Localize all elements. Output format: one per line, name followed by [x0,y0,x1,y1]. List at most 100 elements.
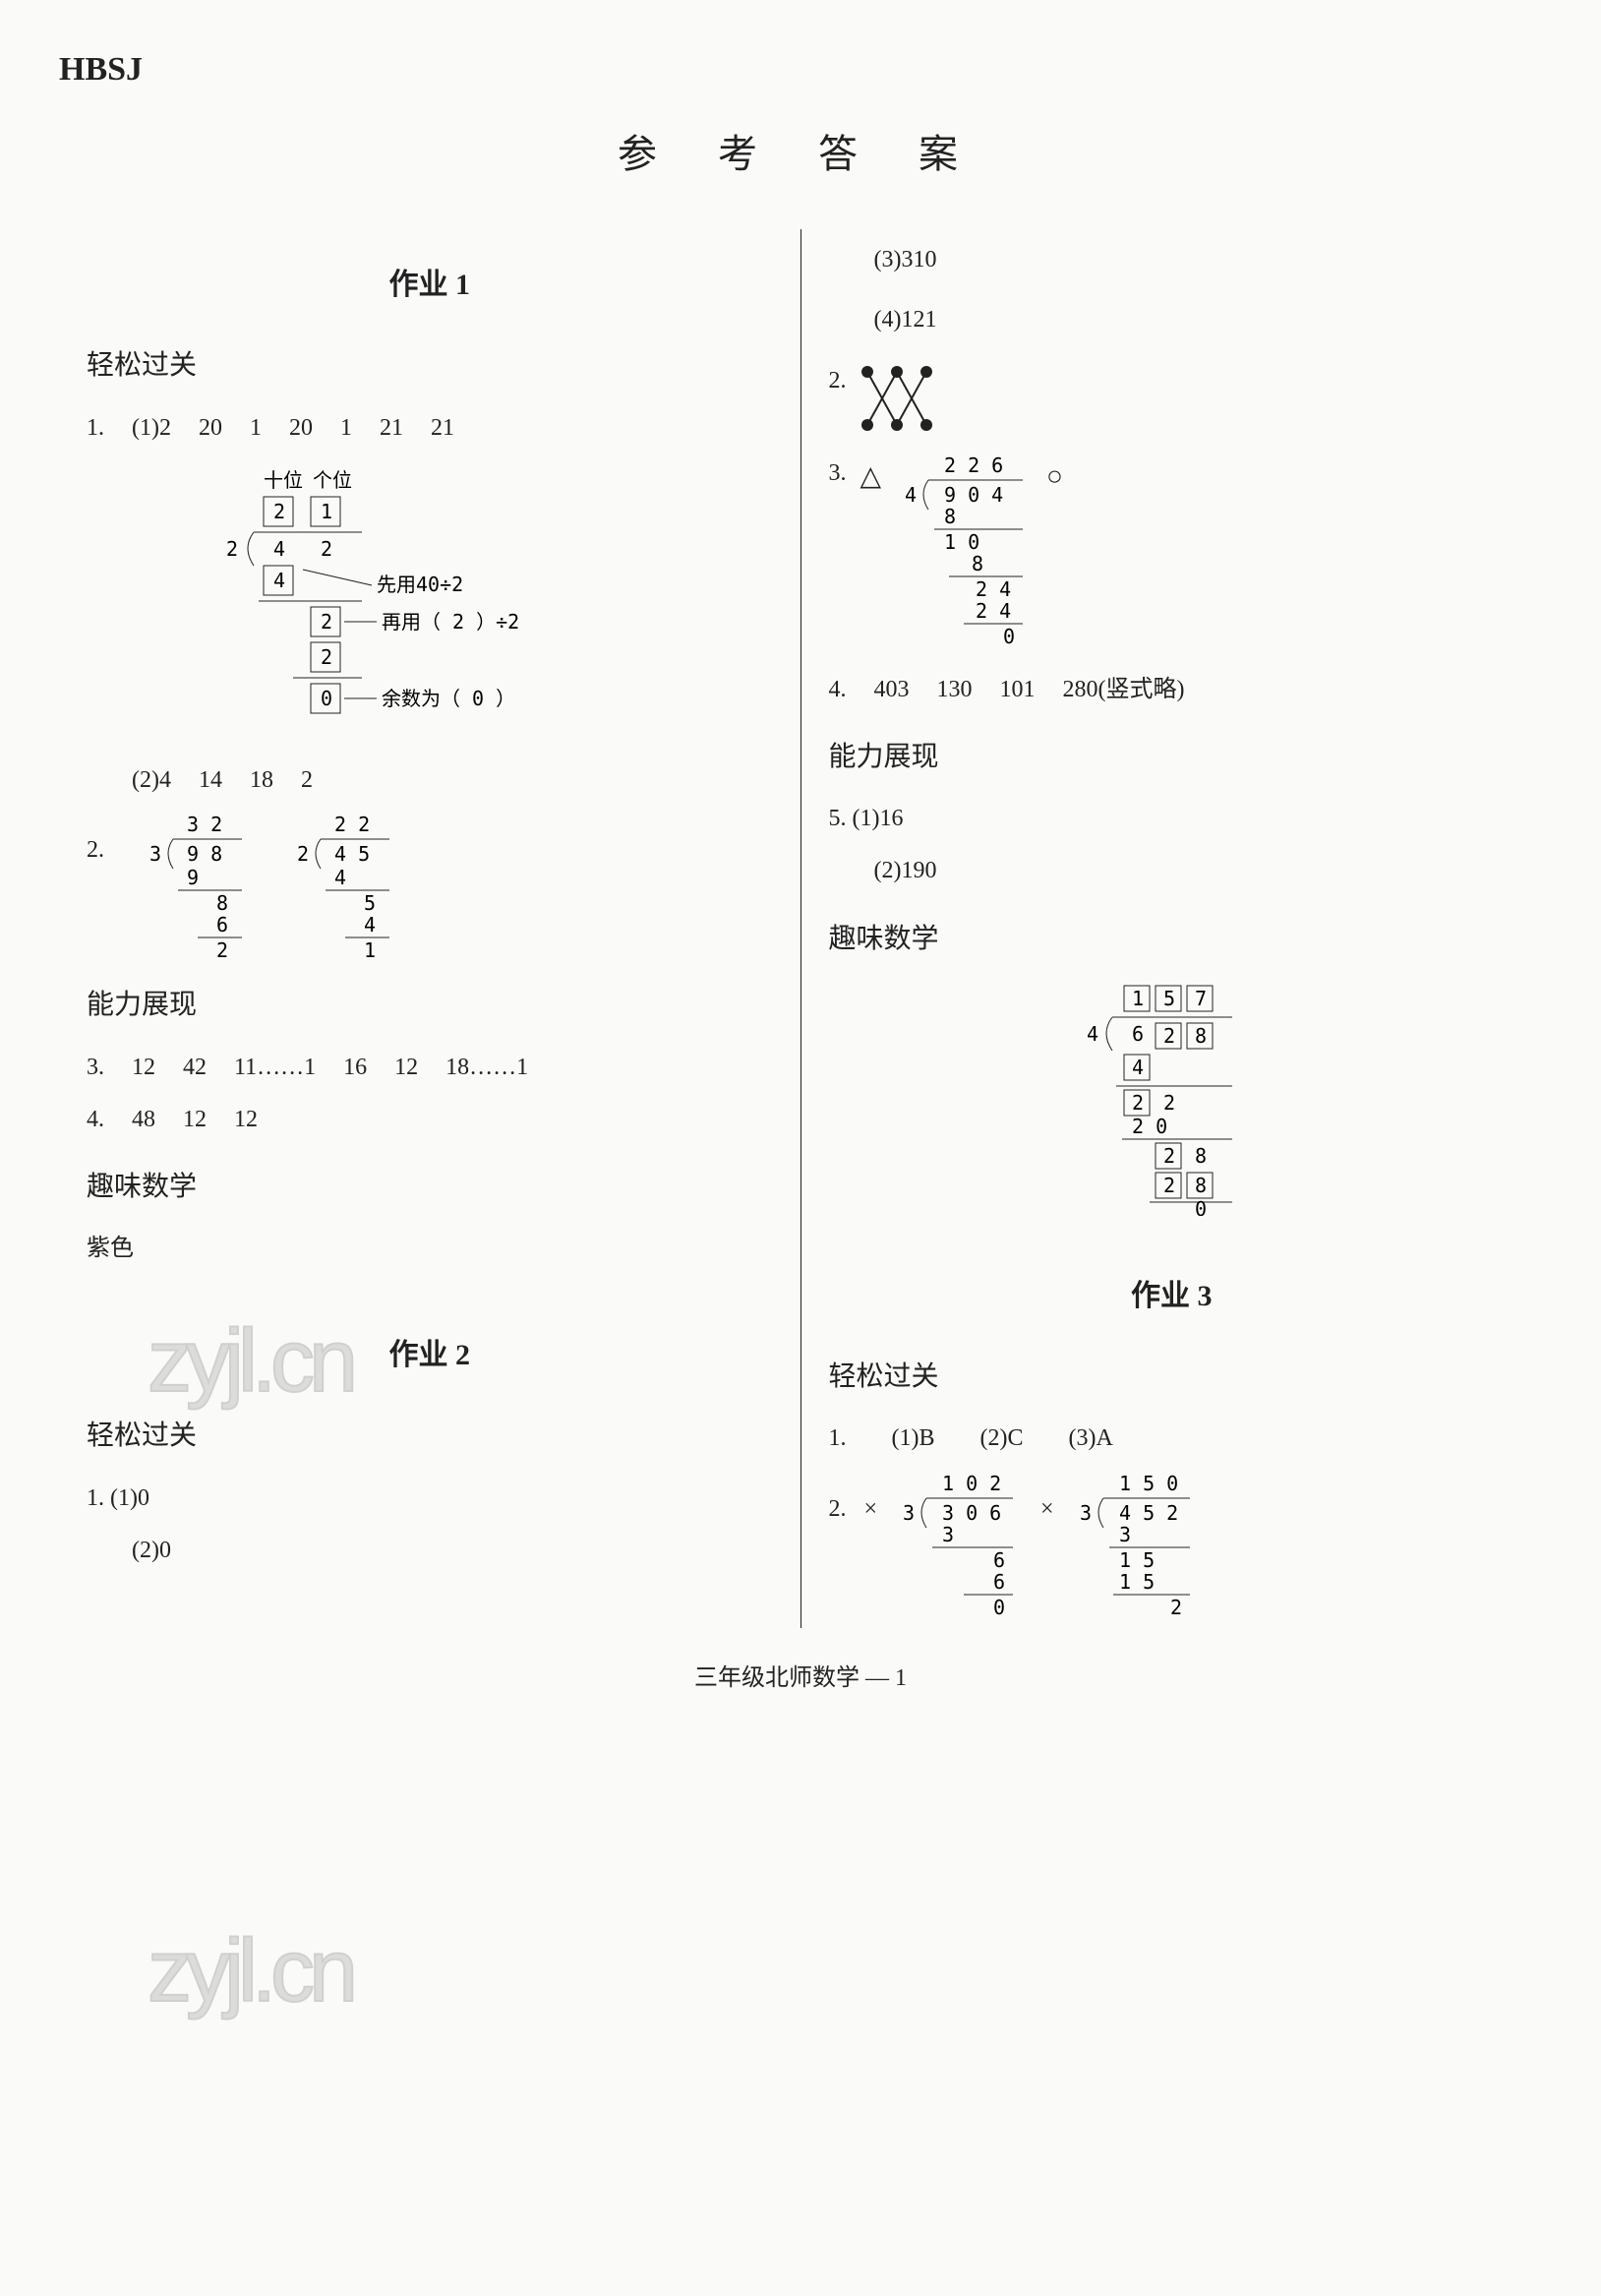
longdiv-3: 2 2 6 4 9 0 4 8 1 0 8 2 4 2 4 0 [895,453,1033,659]
val: 12 [394,1055,418,1080]
q4: 4. 403 130 101 280(竖式略) [829,669,1515,711]
section-easy-2: 轻松过关 [87,1412,773,1461]
svg-text:6: 6 [1132,1022,1144,1046]
svg-text:2 4: 2 4 [976,599,1011,623]
svg-text:2: 2 [297,842,309,866]
svg-text:2: 2 [321,645,332,669]
val: 12 [234,1107,258,1132]
svg-text:4: 4 [273,569,285,592]
section-easy: 轻松过关 [87,341,773,391]
section-fun: 趣味数学 [87,1163,773,1212]
q3: 3. 12 42 11……1 16 12 18……1 [87,1047,773,1089]
cross-diagram-icon [853,360,941,439]
svg-text:0: 0 [1195,1197,1207,1216]
longdiv-b: 1 5 0 3 4 5 2 3 1 5 1 5 2 [1072,1471,1200,1618]
svg-text:8: 8 [1195,1024,1207,1048]
svg-text:3: 3 [942,1523,954,1546]
svg-text:1 5 0: 1 5 0 [1119,1472,1178,1495]
svg-text:2: 2 [273,500,285,523]
svg-text:1 5: 1 5 [1119,1548,1155,1572]
val: 21 [380,415,403,441]
svg-text:5: 5 [1163,987,1175,1010]
svg-text:6: 6 [993,1570,1005,1594]
right-column: (3)310 (4)121 2. 3. △ 2 2 6 [801,229,1543,1627]
svg-text:0: 0 [1003,625,1015,648]
box-division-svg: 1 5 7 4 6 2 8 4 2 2 2 0 2 8 2 8 0 [1065,980,1262,1216]
q-part: (1)2 [132,415,171,441]
svg-text:6: 6 [993,1548,1005,1572]
svg-text:2: 2 [216,938,228,959]
svg-text:2: 2 [1163,1024,1175,1048]
q-prefix: 4. [829,677,847,702]
svg-text:1 0: 1 0 [944,530,979,554]
svg-text:6: 6 [216,913,228,937]
svg-text:8: 8 [1195,1144,1207,1168]
ones-label: 个位 [313,469,352,492]
svg-text:1 5: 1 5 [1119,1570,1155,1594]
val: 101 [1000,677,1036,702]
q-prefix: 1. [87,415,104,441]
fun-answer: 紫色 [87,1228,773,1270]
svg-text:8: 8 [216,891,228,915]
hw2-q1-1: 1. (1)0 [87,1478,773,1520]
left-column: 作业 1 轻松过关 1. (1)2 20 1 20 1 21 21 十位 个位 … [59,229,800,1627]
division-svg: 十位 个位 2 1 2 4 2 4 先用40÷2 2 再用（ 2 ）÷2 [205,469,559,725]
header-label: HBSJ [59,39,1542,99]
hw2-title: 作业 2 [87,1329,773,1382]
svg-text:3 0 6: 3 0 6 [942,1501,1001,1525]
section-easy: 轻松过关 [829,1353,1515,1402]
q2: 2. 3 2 3 9 8 9 8 6 2 2 2 2 4 5 4 [87,812,773,959]
val: 18……1 [445,1055,528,1080]
val: 18 [250,767,273,793]
svg-text:8: 8 [972,552,983,575]
annotated-division: 十位 个位 2 1 2 4 2 4 先用40÷2 2 再用（ 2 ）÷2 [205,469,773,740]
val: 42 [183,1055,207,1080]
q-prefix: 2. [87,829,104,872]
svg-text:3: 3 [149,842,161,866]
svg-text:4: 4 [364,913,376,937]
q-prefix: 3. [87,1055,104,1080]
section-fun: 趣味数学 [829,915,1515,964]
hw3-q2: 2. × 1 0 2 3 3 0 6 3 6 6 0 × 1 5 0 3 [829,1471,1515,1618]
hw3-title: 作业 3 [829,1270,1515,1323]
q5-1: 5. (1)16 [829,798,1515,840]
svg-text:2: 2 [321,537,332,561]
page-title: 参 考 答 案 [59,119,1542,190]
svg-text:先用40÷2: 先用40÷2 [377,573,463,596]
val: 2 [301,767,313,793]
section-ability: 能力展现 [87,981,773,1030]
svg-text:3: 3 [1080,1501,1092,1525]
q-part: (2)4 [132,767,171,793]
svg-text:4: 4 [334,866,346,889]
svg-text:2: 2 [321,610,332,634]
q1-3: (3)310 [829,239,1515,281]
svg-text:2 2 6: 2 2 6 [944,453,1003,477]
svg-text:9 0 4: 9 0 4 [944,483,1003,507]
svg-text:8: 8 [1195,1174,1207,1197]
val: 21 [431,415,454,441]
svg-text:2: 2 [1170,1596,1182,1618]
hw1-title: 作业 1 [87,259,773,312]
val: 280(竖式略) [1063,677,1185,702]
hw2-q1-2: (2)0 [87,1530,773,1572]
svg-text:4 5 2: 4 5 2 [1119,1501,1178,1525]
svg-text:4: 4 [905,483,917,507]
q2-diagram: 2. [829,360,1515,439]
page-footer: 三年级北师数学 — 1 [59,1658,1542,1700]
svg-text:5: 5 [364,891,376,915]
svg-text:3 2: 3 2 [187,813,222,836]
q-prefix: 4. [87,1107,104,1132]
svg-text:2: 2 [1163,1144,1175,1168]
val: 1 [340,415,352,441]
val: 12 [132,1055,155,1080]
val: (2)C [980,1425,1024,1451]
val: 20 [199,415,222,441]
svg-text:2 4: 2 4 [976,577,1011,601]
triangle-icon: △ [860,453,882,502]
q4: 4. 48 12 12 [87,1099,773,1141]
svg-text:9 8: 9 8 [187,842,222,866]
q5-2: (2)190 [829,850,1515,892]
section-ability: 能力展现 [829,733,1515,782]
svg-text:9: 9 [187,866,199,889]
val: 1 [250,415,262,441]
